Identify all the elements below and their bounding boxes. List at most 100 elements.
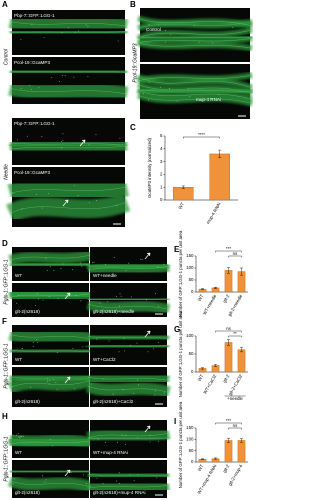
- puncta: [60, 267, 62, 269]
- puncta: [62, 263, 64, 265]
- worm-edge: [137, 42, 253, 49]
- significance-bracket: [228, 255, 242, 258]
- puncta: [74, 388, 76, 390]
- puncta: [41, 136, 43, 138]
- image-label: glt-2(n2618): [15, 309, 40, 314]
- puncta: [55, 381, 57, 383]
- puncta: [107, 301, 109, 303]
- puncta: [116, 480, 118, 482]
- puncta: [75, 295, 77, 297]
- worm-edge: [137, 90, 253, 100]
- significance-bracket: [183, 136, 220, 139]
- puncta: [218, 94, 220, 96]
- error-bar: [214, 287, 217, 289]
- image-label: WT+needle: [93, 273, 117, 278]
- puncta: [35, 193, 37, 195]
- puncta: [193, 24, 195, 26]
- image-label: WT+CaCl2: [93, 357, 116, 362]
- group-label: +needle: [227, 396, 243, 401]
- worm-edge: [9, 350, 92, 353]
- significance-bracket: [215, 250, 242, 253]
- worm-edge: [9, 379, 92, 388]
- worm-edge: [137, 74, 253, 82]
- error-bar: [240, 347, 243, 353]
- puncta: [31, 23, 33, 25]
- x-tick-label: glt-2: [222, 463, 231, 473]
- puncta: [153, 348, 155, 350]
- puncta: [36, 293, 38, 295]
- micrograph: [9, 118, 128, 165]
- significance-label: **: [233, 331, 237, 336]
- worm-edge: [9, 88, 128, 95]
- worm-edge: [9, 21, 128, 27]
- puncta: [46, 378, 48, 380]
- puncta: [187, 88, 189, 90]
- panel-label: C: [130, 123, 136, 132]
- puncta: [47, 381, 49, 383]
- puncta: [148, 24, 150, 26]
- puncta: [48, 296, 50, 298]
- puncta: [108, 340, 110, 342]
- y-tick-label: 50: [189, 351, 194, 356]
- puncta: [57, 298, 59, 300]
- error-bar: [227, 438, 230, 443]
- error-bar: [214, 364, 217, 367]
- image-label: glt-2(n2618): [15, 399, 40, 404]
- puncta: [61, 147, 63, 149]
- image-label: WT: [15, 273, 22, 278]
- worm-edge: [87, 266, 170, 271]
- y-tick-label: 50: [189, 448, 194, 453]
- puncta: [45, 479, 47, 481]
- puncta: [62, 139, 64, 141]
- puncta: [113, 256, 115, 258]
- significance-label: ****: [198, 132, 205, 137]
- error-bar: [227, 339, 230, 346]
- worm-edge: [9, 470, 92, 473]
- puncta: [95, 199, 97, 201]
- worm-edge: [87, 303, 170, 310]
- panel-label: E: [174, 245, 180, 254]
- worm-edge: [9, 263, 92, 266]
- puncta: [189, 96, 191, 98]
- image-label: Pbp-7::GFP::LGG-1: [14, 13, 55, 18]
- worm-edge: [87, 376, 170, 381]
- error-bar: [181, 185, 185, 189]
- arrow: [64, 376, 71, 384]
- puncta: [15, 434, 17, 436]
- puncta: [52, 445, 54, 447]
- puncta: [70, 472, 72, 474]
- x-tick-label: WT: [197, 293, 205, 302]
- bar: [224, 270, 233, 293]
- y-axis-label: GcaMP3 intensity (normalized): [147, 137, 152, 198]
- puncta: [67, 475, 69, 477]
- puncta: [157, 342, 159, 344]
- puncta: [64, 75, 66, 77]
- significance-label: ***: [226, 418, 231, 423]
- puncta: [148, 81, 150, 83]
- bar: [224, 440, 233, 463]
- puncta: [20, 38, 22, 40]
- panel-label: G: [174, 325, 180, 334]
- puncta: [37, 341, 39, 343]
- significance-label: ns: [226, 326, 231, 331]
- puncta: [154, 390, 156, 392]
- micrograph: [86, 460, 170, 498]
- y-tick-label: 4: [160, 146, 163, 151]
- image-label: Control: [146, 27, 161, 32]
- puncta: [118, 472, 120, 474]
- y-tick-label: 2: [160, 172, 163, 177]
- panel-label: I: [174, 417, 176, 426]
- puncta: [26, 135, 28, 137]
- bar: [209, 153, 230, 201]
- puncta: [36, 339, 38, 341]
- puncta: [79, 262, 81, 264]
- worm-edge: [87, 336, 170, 339]
- puncta: [88, 143, 90, 145]
- error-bar: [240, 438, 243, 443]
- puncta: [170, 34, 172, 36]
- puncta: [156, 477, 158, 479]
- puncta: [85, 483, 87, 485]
- error-bar: [240, 267, 243, 276]
- micrograph: [6, 167, 131, 227]
- puncta: [30, 89, 32, 91]
